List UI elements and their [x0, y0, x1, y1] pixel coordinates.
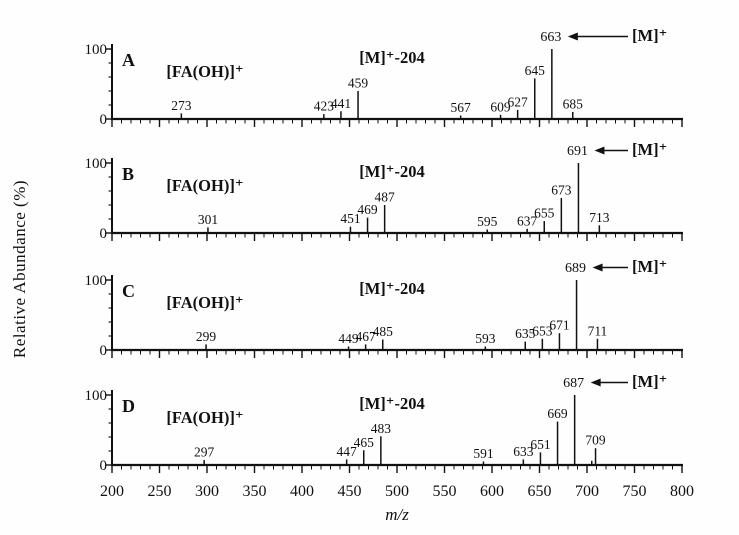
panel-D-peak-label-465: 465 — [354, 435, 375, 450]
panel-B-peak-label-469: 469 — [357, 202, 378, 217]
panel-letter-A: A — [122, 50, 135, 70]
panel-C-molecular-ion-annotation: [M]⁺ — [632, 257, 667, 276]
panel-A-peak-label-685: 685 — [563, 97, 584, 112]
panel-B-peak-label-487: 487 — [375, 190, 396, 205]
y-tick-label-0: 0 — [100, 458, 108, 474]
panel-A-molecular-ion-annotation: [M]⁺ — [632, 26, 667, 45]
panel-C-peak-label-653: 653 — [532, 323, 553, 338]
panel-B-fa-oh-annotation: [FA(OH)]⁺ — [166, 176, 243, 195]
y-tick-label-0: 0 — [100, 226, 108, 242]
panel-B-peak-label-637: 637 — [517, 213, 538, 228]
panel-B-peak-label-595: 595 — [477, 214, 498, 229]
x-tick-label-650: 650 — [528, 483, 552, 500]
panel-A-peak-label-441: 441 — [331, 96, 351, 111]
panel-B-loss-annotation: [M]⁺-204 — [359, 162, 425, 181]
panel-A-peak-label-645: 645 — [525, 63, 546, 78]
x-tick-label-400: 400 — [290, 483, 314, 500]
panel-A-molecular-ion-arrowhead — [567, 32, 578, 41]
y-tick-label-100: 100 — [85, 388, 108, 404]
x-tick-label-350: 350 — [243, 483, 267, 500]
panel-A-peak-label-567: 567 — [451, 100, 472, 115]
x-tick-label-800: 800 — [670, 483, 694, 500]
panel-D-loss-annotation: [M]⁺-204 — [359, 394, 425, 413]
panel-A-molecular-ion-mz-label: 663 — [540, 30, 561, 45]
panel-D-peak-label-633: 633 — [513, 444, 534, 459]
panel-B-molecular-ion-arrowhead — [594, 146, 605, 155]
panel-C-peak-label-485: 485 — [373, 324, 394, 339]
panel-letter-B: B — [122, 164, 134, 184]
panel-A-loss-annotation: [M]⁺-204 — [359, 48, 425, 67]
x-tick-label-500: 500 — [385, 483, 409, 500]
panel-D-peak-label-447: 447 — [337, 444, 358, 459]
panel-C-peak-label-593: 593 — [475, 331, 496, 346]
panel-A-fa-oh-annotation: [FA(OH)]⁺ — [166, 62, 243, 81]
y-tick-label-100: 100 — [85, 156, 108, 172]
y-tick-label-100: 100 — [85, 273, 108, 289]
panel-D-peak-label-297: 297 — [194, 445, 215, 460]
x-tick-label-750: 750 — [623, 483, 647, 500]
panel-C-peak-label-711: 711 — [588, 323, 608, 338]
panel-C-loss-annotation: [M]⁺-204 — [359, 279, 425, 298]
panel-B-peak-label-655: 655 — [534, 206, 555, 221]
panel-B-peak-label-673: 673 — [551, 183, 572, 198]
x-tick-label-300: 300 — [195, 483, 219, 500]
panel-C-peak-label-299: 299 — [196, 329, 217, 344]
panel-C-fa-oh-annotation: [FA(OH)]⁺ — [166, 293, 243, 312]
y-tick-label-100: 100 — [85, 42, 108, 58]
x-tick-label-700: 700 — [575, 483, 599, 500]
panel-D-molecular-ion-arrowhead — [590, 378, 601, 387]
panel-D-peak-label-483: 483 — [371, 421, 392, 436]
x-tick-label-250: 250 — [148, 483, 172, 500]
panel-D-peak-label-709: 709 — [585, 433, 606, 448]
panel-B-molecular-ion-mz-label: 691 — [567, 144, 588, 159]
panel-A-peak-label-627: 627 — [508, 94, 529, 109]
panel-C-molecular-ion-mz-label: 689 — [565, 261, 586, 276]
panel-A-peak-label-609: 609 — [490, 99, 511, 114]
panel-C-peak-label-671: 671 — [549, 318, 569, 333]
panel-A-peak-label-273: 273 — [171, 98, 192, 113]
panel-D-peak-label-651: 651 — [530, 437, 550, 452]
panel-C-molecular-ion-arrowhead — [592, 263, 603, 272]
panel-D-molecular-ion-mz-label: 687 — [563, 376, 584, 391]
panel-B-peak-label-713: 713 — [589, 210, 610, 225]
panel-D-fa-oh-annotation: [FA(OH)]⁺ — [166, 408, 243, 427]
panel-B-peak-label-301: 301 — [198, 212, 218, 227]
x-tick-label-200: 200 — [100, 483, 124, 500]
y-tick-label-0: 0 — [100, 343, 108, 359]
panel-letter-C: C — [122, 281, 135, 301]
panel-B-peak-label-451: 451 — [340, 211, 360, 226]
panel-letter-D: D — [122, 396, 135, 416]
panel-C-peak-label-467: 467 — [356, 329, 377, 344]
panel-C-peak-label-635: 635 — [515, 326, 536, 341]
panel-D-peak-label-669: 669 — [547, 406, 568, 421]
x-tick-label-550: 550 — [433, 483, 457, 500]
panel-A-peak-label-459: 459 — [348, 76, 369, 91]
x-tick-label-600: 600 — [480, 483, 504, 500]
panel-D-peak-label-591: 591 — [473, 446, 493, 461]
x-axis-title: m/z — [385, 505, 409, 524]
y-tick-label-0: 0 — [100, 112, 108, 128]
panel-B-molecular-ion-annotation: [M]⁺ — [632, 140, 667, 159]
panel-C-peak-label-449: 449 — [338, 331, 359, 346]
panel-A-peak-label-423: 423 — [314, 99, 335, 114]
x-tick-label-450: 450 — [338, 483, 362, 500]
panel-D-molecular-ion-annotation: [M]⁺ — [632, 372, 667, 391]
